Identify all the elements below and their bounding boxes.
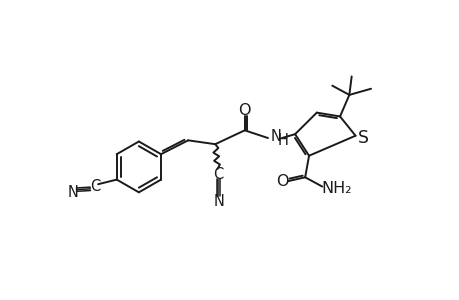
Text: N: N: [68, 185, 78, 200]
Text: C: C: [213, 167, 223, 182]
Text: O: O: [238, 103, 251, 118]
Text: S: S: [357, 129, 368, 147]
Text: O: O: [276, 174, 288, 189]
Text: H: H: [277, 133, 288, 148]
Text: N: N: [213, 194, 224, 209]
Text: NH₂: NH₂: [320, 181, 351, 196]
Text: C: C: [90, 179, 100, 194]
Text: N: N: [270, 129, 281, 144]
